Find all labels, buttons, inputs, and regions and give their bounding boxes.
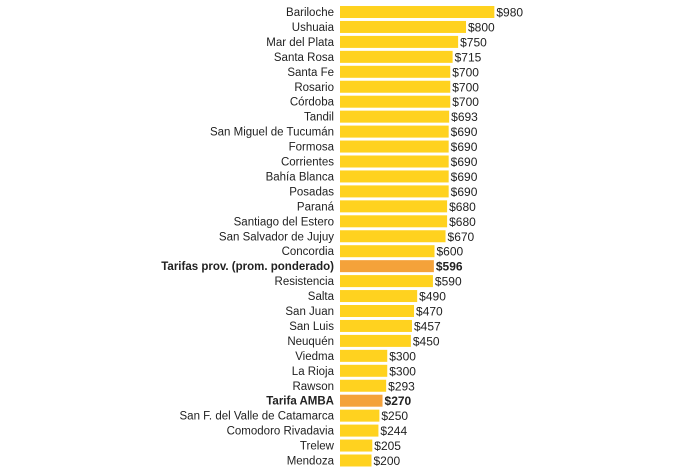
category-label: Ushuaia <box>292 22 335 34</box>
value-label: $200 <box>374 454 401 467</box>
bar <box>340 379 387 392</box>
bar <box>340 454 372 467</box>
value-label: $300 <box>389 364 416 378</box>
value-label: $690 <box>451 185 478 199</box>
bar <box>340 364 388 377</box>
value-label: $690 <box>451 170 478 184</box>
bar <box>340 215 448 228</box>
bar <box>340 35 459 48</box>
value-label: $596 <box>436 260 463 274</box>
category-label: Neuquén <box>287 336 334 348</box>
value-label: $250 <box>381 409 408 423</box>
bar <box>340 110 450 123</box>
category-label: Tarifas prov. (prom. ponderado) <box>161 261 334 273</box>
bar <box>340 200 448 213</box>
category-label: Bariloche <box>286 7 334 19</box>
category-label: Corrientes <box>281 157 334 169</box>
category-label: Córdoba <box>290 97 335 109</box>
bar <box>340 319 412 332</box>
value-label: $700 <box>452 95 479 109</box>
bar <box>340 349 388 362</box>
value-label: $693 <box>451 110 478 124</box>
value-label: $244 <box>380 424 407 438</box>
category-label: Santiago del Estero <box>234 216 334 228</box>
bar <box>340 305 415 317</box>
value-label: $680 <box>449 215 476 229</box>
value-label: $590 <box>435 275 462 289</box>
bar <box>340 50 453 63</box>
bar <box>340 125 449 138</box>
bar <box>340 275 433 288</box>
category-label: Concordia <box>282 246 335 258</box>
category-label: Mendoza <box>287 456 335 467</box>
category-label: Formosa <box>289 142 335 154</box>
value-label: $300 <box>389 349 416 363</box>
category-label: Bahía Blanca <box>266 171 335 183</box>
category-label: San F. del Valle de Catamarca <box>180 411 335 423</box>
category-label: Posadas <box>289 186 334 198</box>
value-label: $450 <box>413 334 440 348</box>
bar <box>340 65 451 78</box>
category-label: San Juan <box>285 306 334 318</box>
value-label: $680 <box>449 200 476 214</box>
value-label: $490 <box>419 290 446 304</box>
value-label: $750 <box>460 35 487 49</box>
value-label: $205 <box>374 439 401 453</box>
bar <box>340 334 411 347</box>
bar <box>340 140 449 153</box>
category-label: Tarifa AMBA <box>266 396 334 408</box>
value-label: $270 <box>385 394 412 408</box>
bar <box>340 394 383 407</box>
category-label: Santa Fe <box>287 67 334 79</box>
value-label: $470 <box>416 305 443 319</box>
bar <box>340 155 449 168</box>
bar <box>340 6 495 18</box>
bar <box>340 185 449 198</box>
category-label: Tandil <box>304 112 334 124</box>
category-label: San Luis <box>289 321 334 333</box>
value-label: $800 <box>468 20 495 34</box>
category-label: San Miguel de Tucumán <box>210 127 334 139</box>
bar <box>340 80 451 93</box>
value-label: $457 <box>414 319 441 333</box>
value-label: $690 <box>451 140 478 154</box>
category-label: Salta <box>308 291 335 303</box>
category-label: Resistencia <box>275 276 335 288</box>
value-label: $670 <box>448 230 475 244</box>
value-label: $715 <box>455 50 482 64</box>
category-label: Santa Rosa <box>274 52 335 64</box>
bar <box>340 20 466 33</box>
bar <box>340 409 380 422</box>
value-label: $690 <box>451 125 478 139</box>
category-label: Trelew <box>300 441 335 453</box>
bar <box>340 424 379 437</box>
category-label: Rosario <box>294 82 334 94</box>
bar <box>340 260 434 273</box>
value-label: $293 <box>388 379 415 393</box>
category-label: La Rioja <box>292 366 335 378</box>
bar <box>340 290 418 303</box>
category-label: Paraná <box>297 201 335 213</box>
bar <box>340 95 451 108</box>
bar <box>340 439 373 452</box>
category-label: Mar del Plata <box>266 37 334 49</box>
value-label: $600 <box>437 245 464 259</box>
value-label: $690 <box>451 155 478 169</box>
bar <box>340 245 435 258</box>
category-label: Comodoro Rivadavia <box>227 426 335 438</box>
category-label: San Salvador de Jujuy <box>219 231 334 243</box>
category-label: Rawson <box>292 381 334 393</box>
value-label: $700 <box>452 65 479 79</box>
bar <box>340 230 446 243</box>
value-label: $980 <box>496 6 523 20</box>
value-label: $700 <box>452 80 479 94</box>
category-label: Viedma <box>295 351 334 363</box>
bar <box>340 170 449 183</box>
